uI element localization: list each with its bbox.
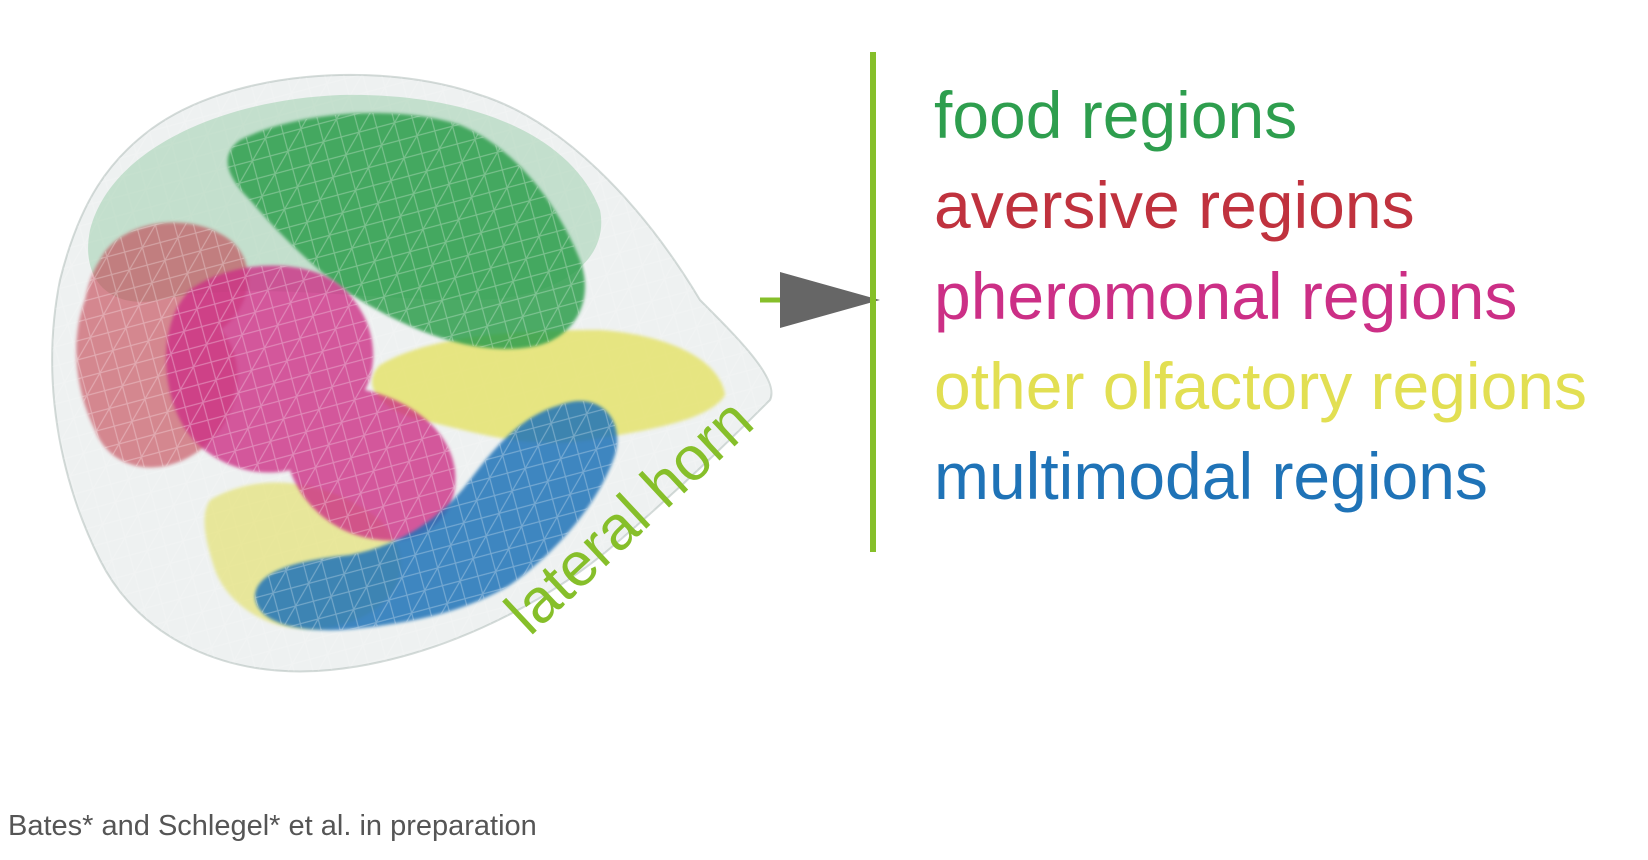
- legend-other-olfactory-regions: other olfactory regions: [934, 349, 1588, 423]
- arrow-head-icon: [780, 272, 880, 328]
- legend-multimodal-regions: multimodal regions: [934, 439, 1488, 513]
- legend-pheromonal-regions: pheromonal regions: [934, 259, 1518, 333]
- other-olfactory-region: [372, 330, 725, 443]
- legend-food-regions: food regions: [934, 78, 1298, 152]
- citation-text: Bates* and Schlegel* et al. in preparati…: [8, 810, 537, 842]
- legend-aversive-regions: aversive regions: [934, 168, 1415, 242]
